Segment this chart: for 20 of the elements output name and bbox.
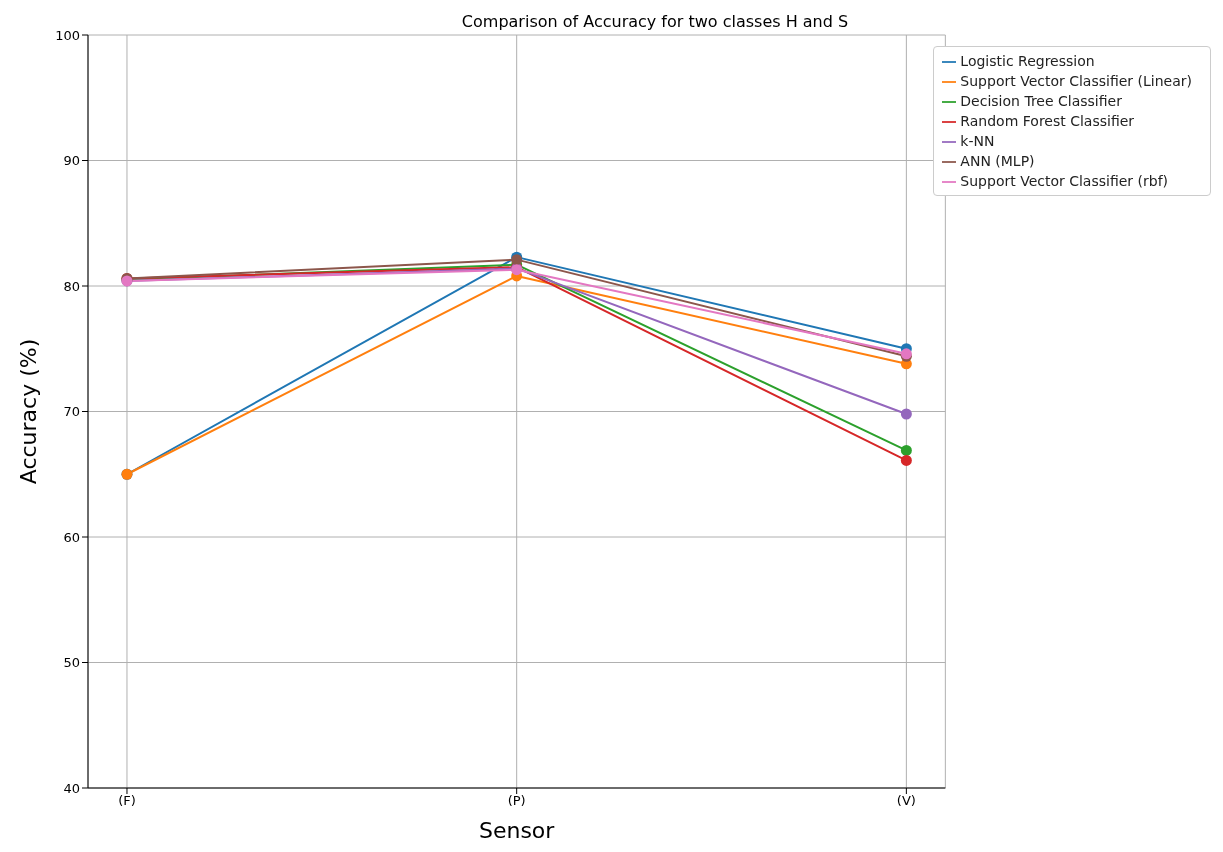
x-tick-label: (V)	[896, 793, 916, 809]
legend-label: ANN (MLP)	[960, 153, 1035, 169]
y-tick-label: 60	[63, 529, 80, 545]
y-axis-title: Accuracy (%)	[15, 338, 41, 485]
y-tick-label: 90	[63, 153, 80, 169]
x-tick-label: (P)	[507, 793, 526, 809]
y-tick-label: 50	[63, 655, 80, 671]
y-tick-label: 70	[63, 404, 80, 420]
legend-label: k-NN	[960, 133, 995, 149]
legend-label: Support Vector Classifier (rbf)	[960, 173, 1169, 189]
y-tick-label: 80	[63, 278, 80, 294]
y-tick-label: 40	[63, 780, 80, 796]
x-axis-title: Sensor	[478, 818, 556, 843]
legend-label: Logistic Regression	[960, 53, 1095, 69]
chart-title: Comparison of Accuracy for two classes H and S	[460, 12, 850, 31]
legend-label: Random Forest Classifier	[960, 113, 1135, 129]
legend-label: Support Vector Classifier (Linear)	[960, 73, 1192, 89]
y-tick-label: 100	[55, 27, 80, 43]
x-tick-label: (F)	[118, 793, 136, 809]
legend-label: Decision Tree Classifier	[960, 93, 1122, 109]
